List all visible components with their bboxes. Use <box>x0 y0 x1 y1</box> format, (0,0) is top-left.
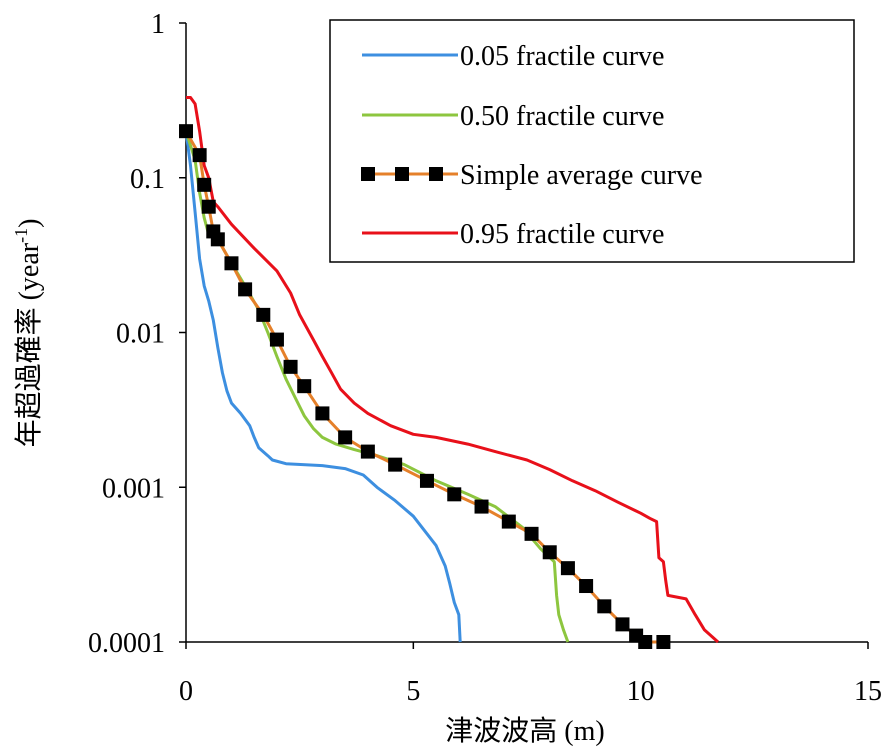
series-marker <box>638 635 653 649</box>
series-marker <box>447 487 462 502</box>
series-marker <box>269 332 284 347</box>
x-tick-label: 0 <box>179 676 193 707</box>
x-tick-label: 15 <box>854 676 882 707</box>
series-marker <box>201 199 216 214</box>
legend-label-2: Simple average curve <box>460 160 703 191</box>
legend-marker <box>429 167 443 181</box>
series-marker <box>179 124 193 139</box>
series-marker <box>524 526 539 541</box>
series-marker <box>388 457 403 472</box>
series-line-0 <box>184 131 462 643</box>
series-marker <box>474 499 489 514</box>
y-axis-title: 年超過確率 (year-1) <box>11 219 45 448</box>
series-marker <box>315 406 330 421</box>
series-marker <box>192 148 207 163</box>
series-marker <box>579 579 594 594</box>
series-marker <box>419 473 434 488</box>
y-axis-title-close: ) <box>14 219 45 228</box>
legend-label-0: 0.05 fractile curve <box>460 41 664 72</box>
x-ticks: 0 5 10 15 <box>179 642 882 707</box>
legend-marker <box>361 167 375 181</box>
series-marker <box>542 545 557 560</box>
x-tick-label: 10 <box>627 676 655 707</box>
legend-box <box>329 19 855 263</box>
series-marker <box>224 256 239 271</box>
series-marker <box>210 232 225 247</box>
y-axis-title-superscript: -1 <box>11 228 31 243</box>
series-marker <box>256 307 271 322</box>
y-ticks: 1 0.1 0.01 0.001 0.0001 <box>88 9 186 659</box>
series-layer <box>179 96 720 649</box>
series-marker <box>297 379 312 394</box>
legend-label-3: 0.95 fractile curve <box>460 219 664 250</box>
series-marker <box>597 599 612 614</box>
series-marker <box>615 617 630 632</box>
y-axis-title-main: 年超過確率 (year <box>13 242 45 447</box>
series-marker <box>656 635 671 649</box>
legend-label-1: 0.50 fractile curve <box>460 101 664 132</box>
y-tick-label: 0.1 <box>130 164 165 195</box>
series-marker <box>238 282 253 297</box>
y-tick-label: 0.001 <box>102 473 165 504</box>
series-marker <box>560 561 575 576</box>
series-marker <box>338 430 353 445</box>
legend: 0.05 fractile curve 0.50 fractile curve Si… <box>329 19 855 263</box>
y-tick-label: 1 <box>151 9 165 40</box>
y-tick-label: 0.0001 <box>88 628 165 659</box>
x-axis-title: 津波波高 (m) <box>445 715 604 747</box>
series-marker <box>197 177 212 192</box>
y-tick-label: 0.01 <box>116 319 165 350</box>
series-marker <box>283 359 298 374</box>
legend-marker <box>395 167 409 181</box>
x-tick-label: 5 <box>406 676 420 707</box>
series-marker <box>360 444 375 459</box>
axes: 0 5 10 15 1 0.1 0.01 0.001 0.0001 <box>88 9 882 707</box>
series-marker <box>501 514 516 529</box>
